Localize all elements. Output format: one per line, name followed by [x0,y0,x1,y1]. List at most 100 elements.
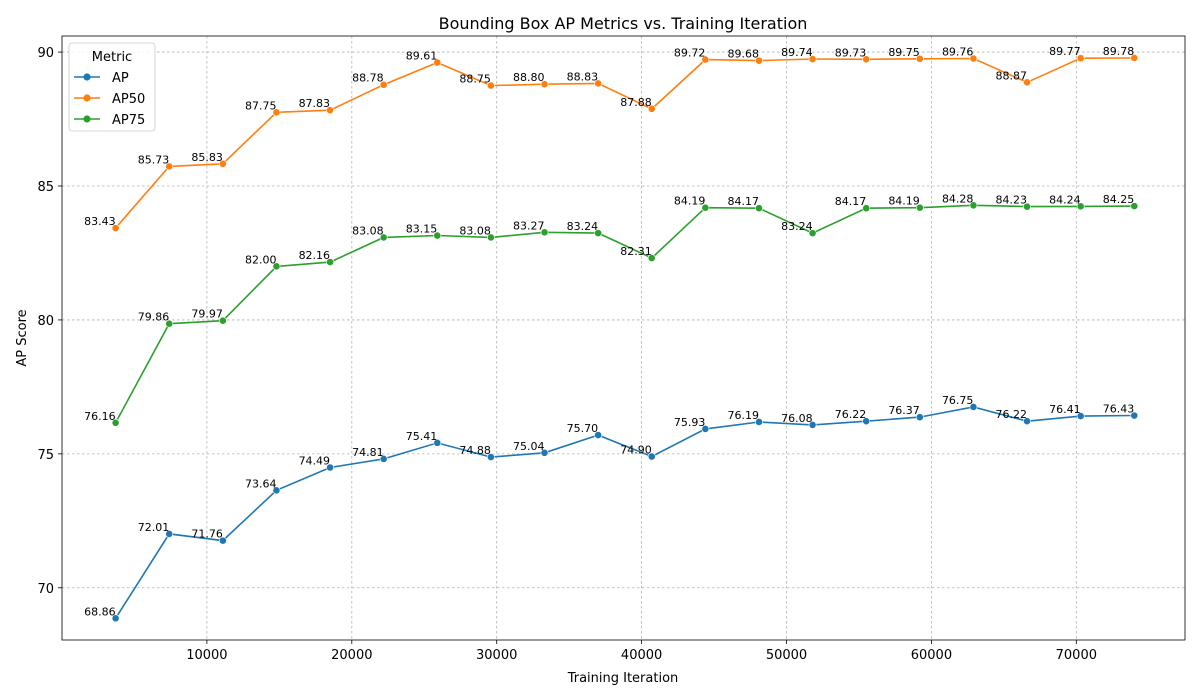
data-label: 84.19 [888,195,920,208]
series-line-ap75 [114,204,1135,424]
data-label: 75.41 [406,430,438,443]
data-label: 76.43 [1103,403,1135,416]
legend-box [68,42,156,132]
y-tick-label: 85 [37,180,54,195]
data-point [1023,202,1031,211]
data-point [111,614,120,623]
data-point [969,403,978,411]
data-label: 89.77 [1049,45,1081,58]
data-point [326,106,334,115]
x-tick-label: 20000 [331,648,372,663]
data-label: 88.75 [459,73,491,86]
data-label: 88.83 [567,70,599,83]
y-tick-label: 70 [37,582,54,597]
data-label: 76.08 [781,412,813,425]
series-line-ap [114,406,1135,619]
data-point [1076,202,1085,211]
y-tick-label: 90 [37,46,54,61]
data-point [165,162,174,171]
data-label: 82.31 [620,245,652,258]
data-label: 84.25 [1103,193,1135,206]
data-point [647,254,656,262]
data-point [433,231,442,240]
data-label: 74.81 [352,446,384,459]
data-point [594,229,603,238]
data-label: 87.88 [620,96,652,109]
data-label: 88.78 [352,72,384,85]
legend-swatch-marker [83,73,91,81]
x-axis-label: Training Iteration [567,671,679,686]
data-point [1023,78,1031,87]
data-point [165,530,174,538]
data-label: 83.24 [567,220,599,233]
legend-swatch-marker [83,115,91,123]
x-tick-label: 60000 [911,648,952,663]
data-point [540,228,549,237]
data-label: 74.88 [459,444,491,457]
series-lines [114,57,1135,619]
data-label: 75.93 [674,416,706,429]
data-point [433,438,442,447]
data-label: 84.19 [674,195,706,208]
data-point [218,536,227,545]
data-label: 83.24 [781,220,813,233]
x-tick-label: 10000 [186,648,227,663]
x-tick-label: 30000 [476,648,517,663]
data-point [862,417,871,426]
data-label: 76.75 [942,394,974,407]
data-label: 89.78 [1103,45,1135,58]
data-point [111,224,120,232]
data-label: 76.22 [996,408,1028,421]
grid [62,36,1185,640]
data-point [1076,54,1085,63]
data-point [701,425,710,433]
data-point [862,55,871,64]
data-label: 71.76 [191,528,223,541]
data-point [594,79,603,88]
data-point [647,452,656,461]
data-point [969,54,978,63]
data-label: 76.19 [727,409,759,422]
data-label: 79.86 [138,311,170,324]
data-point [326,258,334,266]
legend-entry: AP [112,71,129,86]
data-label: 89.73 [835,46,867,59]
data-point [594,431,603,439]
data-point [755,56,763,65]
data-label: 89.68 [727,48,759,61]
data-point [540,80,549,89]
data-label: 88.80 [513,71,545,84]
data-label: 76.37 [888,404,920,417]
data-point [379,80,388,89]
data-label: 89.76 [942,45,974,58]
data-label: 79.97 [191,308,223,321]
x-tick-label: 50000 [766,648,807,663]
data-point [487,233,495,242]
legend-title: Metric [92,50,132,65]
data-label: 75.70 [567,422,599,435]
data-point [969,201,978,210]
data-point [1130,54,1139,62]
data-label: 89.72 [674,47,706,60]
data-point [755,204,763,213]
data-label: 84.28 [942,192,974,205]
chart-title: Bounding Box AP Metrics vs. Training Ite… [439,14,808,33]
data-point [165,319,174,328]
data-point [701,203,710,212]
data-label: 84.23 [996,194,1028,207]
data-point [487,453,495,461]
data-point [647,104,656,113]
x-tick-label: 40000 [621,648,662,663]
data-label: 87.75 [245,99,277,112]
data-label: 73.64 [245,477,277,490]
data-label: 85.73 [138,153,170,166]
data-point [1130,202,1139,210]
data-point [272,262,281,271]
data-labels: 68.86 72.01 71.76 73.64 74.49 74.81 75.41 74.88… [84,45,1134,618]
data-label: 84.17 [727,195,759,208]
data-point [218,159,227,168]
data-points [111,54,1139,623]
data-label: 83.08 [352,224,384,237]
